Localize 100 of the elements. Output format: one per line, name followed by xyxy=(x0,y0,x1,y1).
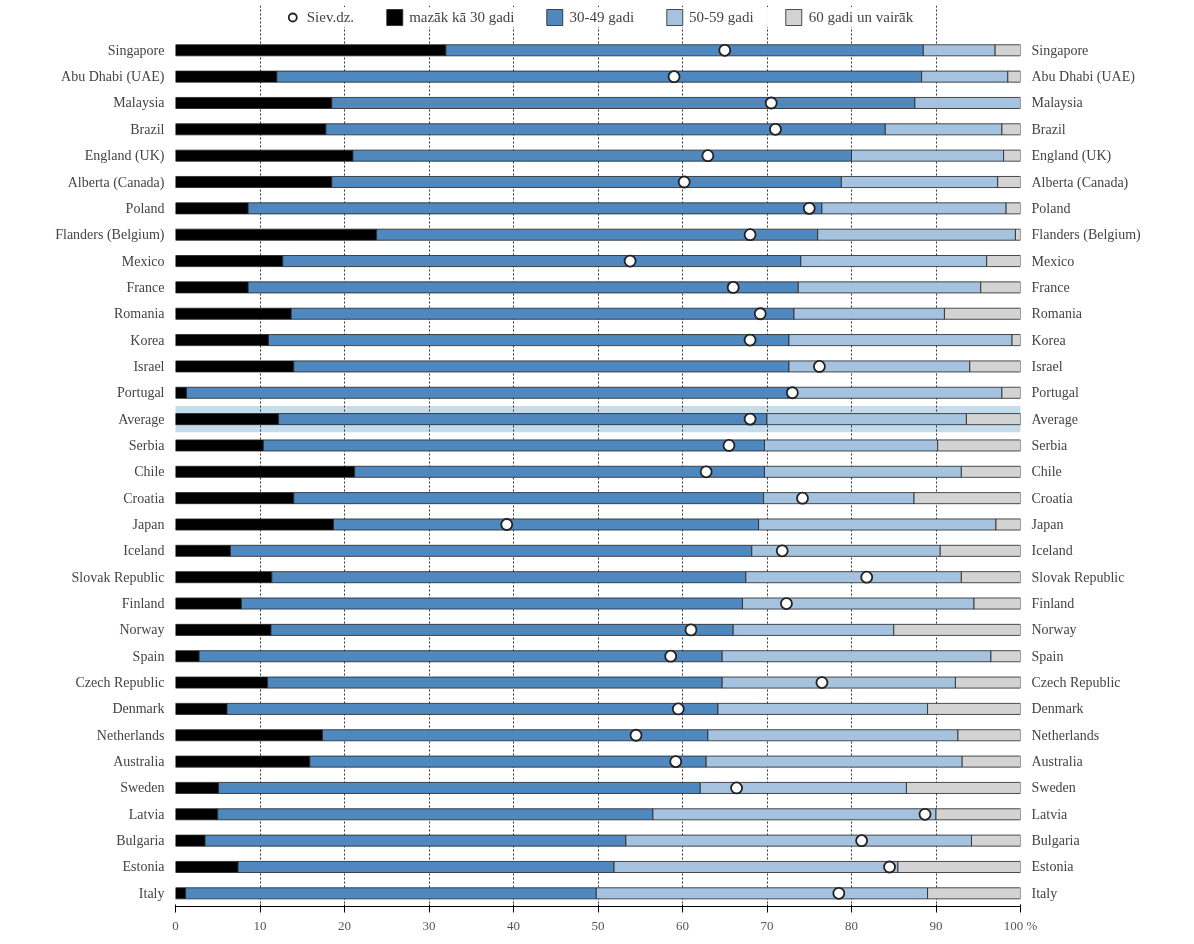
point xyxy=(730,781,743,795)
y-tick-label: Romania xyxy=(1031,306,1083,322)
category-label: Denmark xyxy=(112,701,165,717)
x-tick-label: 0 xyxy=(172,917,179,933)
point xyxy=(722,439,736,452)
legend-label: Siev.dz. xyxy=(306,8,355,26)
y-tick-label: Spain xyxy=(1031,648,1064,664)
x-tick-label: 50 xyxy=(591,917,605,933)
point xyxy=(629,728,643,742)
y-tick-label: France xyxy=(1031,279,1070,295)
legend-label: 30-49 gadi xyxy=(569,8,635,26)
category-label: Italy xyxy=(138,885,165,901)
y-tick-label: Abu Dhabi (UAE) xyxy=(1031,69,1136,86)
category-label: Slovak Republic xyxy=(71,569,165,585)
y-tick-label: Bulgaria xyxy=(1031,833,1081,849)
category-label: Poland xyxy=(125,200,165,216)
y-tick-label: Korea xyxy=(1031,332,1067,348)
point xyxy=(918,807,932,821)
y-tick-label: Brazil xyxy=(1031,121,1066,137)
y-tick-label: Flanders (Belgium) xyxy=(1031,227,1142,244)
legend-label: 50-59 gadi xyxy=(689,8,754,26)
y-tick-label: Iceland xyxy=(1031,543,1073,559)
point xyxy=(812,360,826,373)
category-label: Romania xyxy=(113,306,165,322)
y-tick-label: Denmark xyxy=(1031,701,1084,717)
legend-label: mazāk kā 30 gadi xyxy=(409,8,515,26)
category-label: Latvia xyxy=(128,806,165,822)
y-tick-label: Australia xyxy=(1031,754,1084,770)
point xyxy=(780,597,793,610)
y-tick-label: Sweden xyxy=(1031,780,1076,796)
y-tick-label: Croatia xyxy=(1031,490,1074,506)
category-label: Abu Dhabi (UAE) xyxy=(61,69,165,85)
y-tick-label: Alberta (Canada) xyxy=(1031,174,1129,191)
point xyxy=(796,491,809,505)
category-label: France xyxy=(126,279,165,295)
y-tick-label: Japan xyxy=(1031,517,1064,532)
y-tick-label: Singapore xyxy=(1031,42,1089,58)
category-label: England (UK) xyxy=(84,148,165,164)
category-label: Netherlands xyxy=(96,727,165,743)
y-tick-label: Malaysia xyxy=(1031,95,1084,111)
point xyxy=(815,676,829,689)
x-tick-label: 70 xyxy=(760,917,774,933)
category-label: Korea xyxy=(130,332,165,348)
point xyxy=(764,96,778,110)
category-label: Israel xyxy=(133,358,165,374)
category-label: Spain xyxy=(132,648,165,664)
point xyxy=(664,649,678,663)
category-label: Sweden xyxy=(120,780,165,796)
category-label: Chile xyxy=(134,464,165,480)
y-tick-label: Israel xyxy=(1031,358,1063,374)
y-tick-label: Serbia xyxy=(1031,437,1069,453)
x-tick-label: 90 xyxy=(929,917,943,933)
category-label: Bulgaria xyxy=(116,833,165,849)
point xyxy=(769,122,782,136)
category-label: Croatia xyxy=(123,490,165,506)
x-tick-label: 60 xyxy=(676,917,689,933)
category-label: Iceland xyxy=(123,543,165,559)
point xyxy=(671,702,685,716)
point xyxy=(726,281,740,294)
x-tick-label: 40 xyxy=(507,917,520,933)
y-tick-label: Norway xyxy=(1031,622,1077,638)
category-label: Norway xyxy=(119,622,165,638)
point xyxy=(855,834,869,848)
y-tick-label: Latvia xyxy=(1031,806,1069,822)
y-tick-label: Average xyxy=(1031,411,1078,427)
x-tick-label: 100 % xyxy=(1003,917,1038,933)
point xyxy=(785,386,799,400)
category-label: Singapore xyxy=(107,42,165,58)
y-tick-label: Netherlands xyxy=(1031,727,1100,743)
category-label: Czech Republic xyxy=(75,675,165,691)
category-label: Japan xyxy=(132,517,165,532)
point xyxy=(743,412,757,426)
point xyxy=(743,333,757,347)
x-tick-label: 30 xyxy=(422,917,436,933)
point xyxy=(883,860,896,874)
y-tick-label: Poland xyxy=(1031,200,1071,216)
y-tick-label: Finland xyxy=(1031,596,1075,612)
y-tick-label: Czech Republic xyxy=(1031,675,1121,691)
legend-label: 60 gadi un vairāk xyxy=(808,8,914,26)
point xyxy=(860,570,874,584)
x-tick-label: 10 xyxy=(253,917,267,933)
point xyxy=(718,43,732,57)
category-label: Portugal xyxy=(117,385,165,401)
point xyxy=(775,544,789,558)
point xyxy=(743,228,757,242)
category-label: Brazil xyxy=(130,121,165,137)
x-tick-label: 80 xyxy=(845,917,858,933)
point xyxy=(753,307,767,321)
point xyxy=(832,886,846,900)
category-label: Estonia xyxy=(122,859,165,875)
category-label: Alberta (Canada) xyxy=(67,174,165,190)
y-tick-label: Estonia xyxy=(1031,859,1075,875)
point xyxy=(802,201,816,215)
category-label: Australia xyxy=(113,754,165,770)
point xyxy=(677,175,691,189)
x-tick-label: 20 xyxy=(338,917,351,933)
y-tick-label: Portugal xyxy=(1031,385,1080,401)
point xyxy=(701,149,715,163)
point xyxy=(684,623,698,637)
category-label: Average xyxy=(118,411,165,427)
